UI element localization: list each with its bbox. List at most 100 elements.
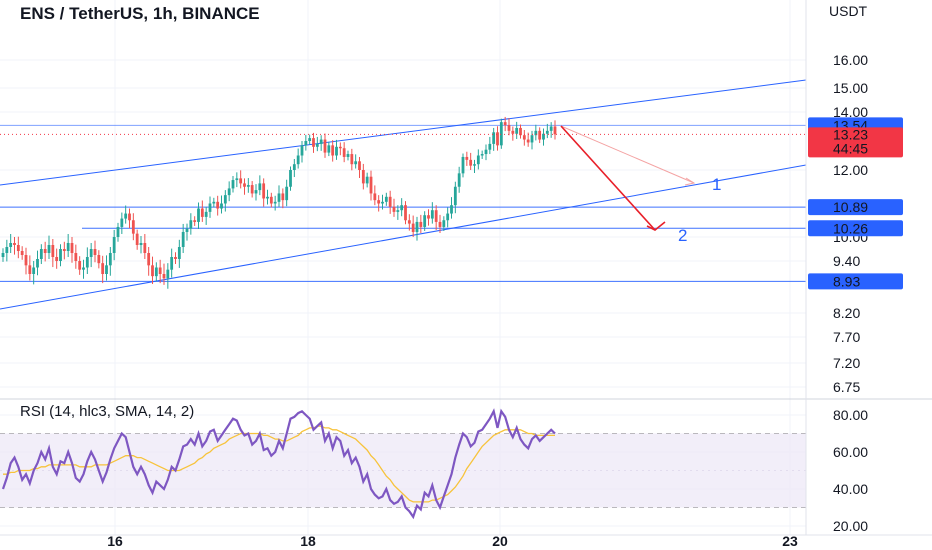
candle-body (377, 200, 381, 204)
candle-body (553, 126, 557, 135)
candle-body (170, 257, 174, 270)
price-tag (808, 273, 903, 290)
candle-body (381, 201, 384, 204)
candle-body (212, 201, 216, 204)
candle-body (36, 259, 39, 268)
price-tick-label: 14.00 (833, 104, 868, 120)
rsi-axis[interactable]: 80.00 60.00 40.00 20.00 (833, 407, 868, 534)
candle-body (231, 180, 235, 189)
candle-body (446, 213, 450, 221)
price-tick-label: 8.20 (833, 305, 860, 321)
candle-body (262, 183, 266, 199)
countdown-label: 44:45 (833, 140, 868, 156)
candle-body (415, 221, 419, 232)
candle-body (469, 159, 473, 166)
candle-body (312, 138, 315, 147)
price-axis[interactable]: 16.0015.0014.0012.0010.009.408.207.707.2… (833, 52, 868, 395)
annotation-label-1: 1 (712, 175, 721, 194)
candle-body (55, 257, 59, 261)
price-tag-label: 10.89 (833, 199, 868, 215)
candle-body (392, 206, 396, 212)
candle-body (5, 247, 9, 253)
candle-body (457, 173, 461, 187)
time-tick-label: 23 (782, 533, 798, 549)
candle-body (128, 213, 131, 221)
candle-body (308, 138, 312, 141)
rsi-tick-label: 60.00 (833, 444, 868, 460)
candle-body (181, 231, 185, 247)
candle-body (404, 205, 407, 221)
candle-body (227, 188, 231, 196)
candle-body (519, 127, 522, 136)
candle-body (101, 263, 105, 274)
price-tag (808, 199, 903, 216)
candle-body (177, 247, 181, 259)
candle-body (492, 132, 496, 144)
candle-body (507, 125, 511, 131)
last-price-tag (808, 127, 903, 158)
candle-body (197, 208, 200, 222)
candle-body (450, 205, 453, 214)
candle-body (124, 213, 128, 219)
candle-body (369, 176, 373, 194)
candle-body (473, 164, 476, 166)
candle-body (453, 186, 457, 206)
candle-body (289, 170, 292, 187)
projection-arrows[interactable] (560, 125, 696, 231)
projection-arrowhead-1 (684, 177, 696, 186)
candle-body (315, 143, 319, 147)
candle-body (511, 130, 515, 134)
channel-upper-line[interactable] (0, 79, 807, 186)
candle-body (461, 156, 465, 174)
last-price-label: 13.23 (833, 126, 868, 142)
candle-body (534, 130, 538, 136)
candle-body (373, 193, 377, 201)
candle-body (13, 243, 16, 245)
candle-body (361, 170, 365, 184)
candle-body (545, 130, 549, 134)
candle-body (139, 243, 143, 245)
candle-body (162, 274, 166, 279)
candle-body (70, 243, 74, 253)
price-tick-label: 12.00 (833, 162, 868, 178)
candle-body (47, 245, 51, 253)
candle-body (66, 243, 70, 251)
channel-lower-line[interactable] (0, 164, 807, 310)
candle-body (108, 253, 112, 266)
candle-body (285, 186, 289, 201)
price-tick-label: 16.00 (833, 52, 868, 68)
time-axis[interactable]: 16 18 20 23 (107, 533, 798, 549)
projection-arrow-1 (560, 125, 695, 184)
price-tag (808, 220, 903, 237)
candle-body (151, 265, 154, 277)
candle-body (530, 135, 534, 143)
candle-body (1, 253, 5, 257)
candle-body (174, 257, 177, 259)
currency-label: USDT (829, 3, 868, 19)
candle-body (39, 249, 43, 259)
candle-body (327, 145, 331, 153)
candle-body (204, 211, 208, 217)
candle-body (93, 249, 97, 255)
candle-body (419, 221, 423, 227)
candle-body (538, 130, 542, 140)
time-tick-label: 18 (300, 533, 316, 549)
candle-body (549, 126, 553, 131)
candles (1, 116, 557, 289)
candle-body (358, 161, 361, 170)
candle-body (105, 265, 108, 274)
rsi-line (1, 408, 556, 520)
candle-body (480, 154, 484, 156)
candle-body (476, 155, 480, 165)
candle-body (465, 156, 469, 160)
rsi-tick-label: 20.00 (833, 518, 868, 534)
candle-body (346, 154, 350, 157)
candle-body (323, 139, 327, 153)
candle-body (131, 220, 135, 234)
rsi-title: RSI (14, hlc3, SMA, 14, 2) (20, 403, 194, 420)
candle-body (258, 183, 262, 191)
candle-body (319, 139, 323, 144)
candle-body (112, 237, 116, 253)
price-tick-label: 7.20 (833, 355, 860, 371)
